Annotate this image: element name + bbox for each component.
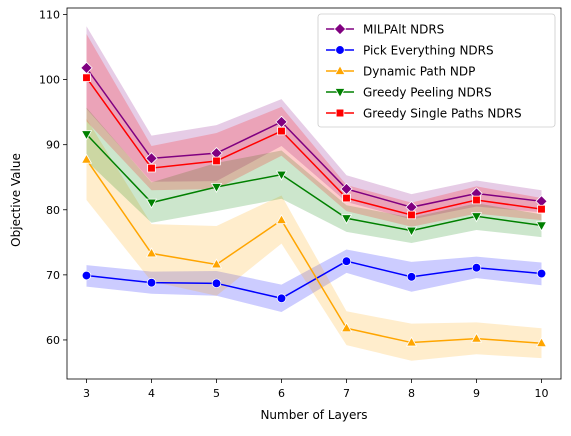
legend-box bbox=[317, 13, 556, 128]
band-series-0 bbox=[86, 26, 542, 220]
series-lines bbox=[85, 67, 542, 344]
marker-series-3-point-2 bbox=[210, 183, 223, 194]
marker-series-1-point-1 bbox=[146, 277, 157, 288]
marker-series-4-point-6 bbox=[472, 195, 481, 205]
marker-series-2-point-5 bbox=[405, 336, 418, 347]
tick-labels: 3 4 5 6 7 8 9 10 60 70 80 90 100 110 bbox=[39, 9, 549, 400]
x-tick-label-1: 4 bbox=[148, 387, 155, 400]
marker-series-2-point-0 bbox=[80, 153, 93, 164]
plot-frame bbox=[66, 7, 562, 380]
y-tick-label-2: 80 bbox=[46, 204, 60, 217]
band-series-1 bbox=[86, 249, 542, 312]
band-series-3 bbox=[86, 107, 542, 243]
legend-label-3: Greedy Peeling NDRS bbox=[363, 86, 492, 100]
marker-series-3-point-5 bbox=[405, 226, 418, 237]
marker-series-4-point-1 bbox=[147, 163, 156, 173]
legend-marker-0 bbox=[333, 22, 347, 36]
marker-series-2-point-3 bbox=[275, 214, 288, 225]
marker-series-1-point-5 bbox=[406, 272, 417, 282]
y-tick-label-1: 70 bbox=[46, 269, 60, 282]
legend-label-1: Pick Everything NDRS bbox=[363, 44, 494, 58]
axes bbox=[63, 7, 562, 383]
line-series-4 bbox=[85, 77, 542, 216]
legend-label-2: Dynamic Path NDP bbox=[363, 65, 475, 79]
legend-label-0: MILPAlt NDRS bbox=[363, 23, 444, 37]
marker-series-3-point-0 bbox=[80, 130, 93, 141]
marker-series-1-point-6 bbox=[471, 262, 482, 273]
marker-series-1-point-0 bbox=[81, 270, 92, 281]
series-markers bbox=[80, 61, 548, 348]
legend-label-4: Greedy Single Paths NDRS bbox=[363, 107, 522, 121]
marker-series-4-point-4 bbox=[342, 193, 351, 203]
band-series-4 bbox=[86, 34, 542, 227]
y-tick-label-3: 90 bbox=[46, 139, 60, 152]
marker-series-3-point-1 bbox=[145, 198, 158, 209]
marker-series-4-point-7 bbox=[537, 204, 546, 214]
marker-series-3-point-7 bbox=[535, 221, 548, 232]
legend-marker-2 bbox=[334, 64, 346, 75]
marker-series-1-point-7 bbox=[536, 268, 547, 279]
x-tick-label-4: 7 bbox=[343, 387, 350, 400]
x-tick-label-3: 6 bbox=[278, 387, 285, 400]
legend-marker-1 bbox=[335, 45, 345, 55]
line-series-2 bbox=[85, 159, 542, 344]
y-tick-label-5: 110 bbox=[39, 9, 60, 22]
marker-series-2-point-1 bbox=[145, 247, 158, 258]
legend: MILPAlt NDRS Pick Everything NDRS Dynamic … bbox=[317, 13, 556, 128]
y-axis-label: Objective Value bbox=[9, 153, 23, 247]
x-axis-label: Number of Layers bbox=[260, 408, 367, 422]
marker-series-1-point-4 bbox=[341, 256, 352, 266]
x-tick-label-5: 8 bbox=[408, 387, 415, 400]
legend-marker-4 bbox=[335, 108, 345, 118]
marker-series-4-point-3 bbox=[277, 126, 286, 136]
marker-series-4-point-0 bbox=[82, 73, 91, 82]
marker-series-2-point-7 bbox=[535, 337, 548, 348]
marker-series-3-point-4 bbox=[340, 214, 353, 225]
marker-series-2-point-4 bbox=[340, 322, 353, 333]
marker-series-1-point-2 bbox=[211, 278, 222, 289]
confidence-bands bbox=[86, 26, 542, 361]
line-series-1 bbox=[86, 260, 542, 300]
marker-series-3-point-6 bbox=[470, 212, 483, 223]
line-series-3 bbox=[85, 133, 542, 232]
x-tick-label-7: 10 bbox=[535, 387, 549, 400]
x-tick-label-2: 5 bbox=[213, 387, 220, 400]
marker-series-2-point-6 bbox=[470, 332, 483, 343]
marker-series-1-point-3 bbox=[276, 293, 287, 304]
marker-series-2-point-2 bbox=[210, 258, 223, 269]
x-tick-label-0: 3 bbox=[83, 387, 90, 400]
line-series-0 bbox=[85, 67, 542, 208]
band-series-2 bbox=[86, 118, 542, 361]
y-tick-label-0: 60 bbox=[46, 334, 60, 347]
marker-series-3-point-3 bbox=[275, 170, 288, 181]
marker-series-4-point-5 bbox=[407, 210, 416, 220]
y-tick-label-4: 100 bbox=[39, 74, 60, 87]
marker-series-4-point-2 bbox=[212, 156, 221, 166]
x-tick-label-6: 9 bbox=[473, 387, 480, 400]
legend-marker-3 bbox=[334, 88, 346, 99]
